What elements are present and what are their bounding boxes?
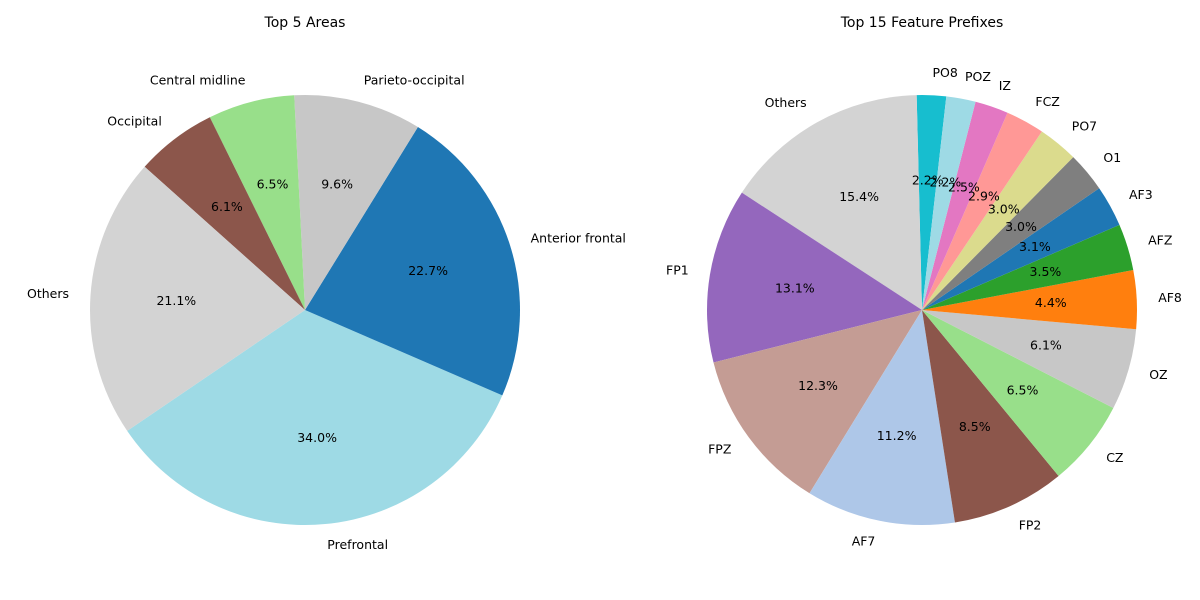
prefix-slice-af8 [922,270,1137,330]
prefix-slice-fpz [713,310,922,494]
areas-slice-label-parieto-occipital: Parieto-occipital [364,72,465,87]
prefix-slice-label-fpz: FPZ [708,442,731,457]
areas-slice-percent-others: 21.1% [156,293,196,308]
prefix-slice-label-cz: CZ [1106,450,1123,465]
prefix-slice-afz [922,224,1134,310]
prefix-slice-percent-iz: 2.5% [948,180,980,195]
prefix-slice-percent-af8: 4.4% [1035,295,1067,310]
prefix-slice-label-af3: AF3 [1129,187,1153,202]
prefix-slice-percent-afz: 3.5% [1030,264,1062,279]
prefix-slice-percent-po8: 2.2% [912,173,944,188]
areas-slice-percent-anterior-frontal: 22.7% [408,263,448,278]
prefix-slice-percent-af7: 11.2% [877,428,917,443]
prefix-slice-label-iz: IZ [999,78,1011,93]
prefix-slice-percent-others: 15.4% [839,189,879,204]
prefix-slice-po8 [916,95,947,311]
prefix-slice-percent-fpz: 12.3% [798,378,838,393]
feature-prefixes-pie-chart: Top 15 Feature Prefixes PO8 2.2% Others 15.… [666,15,1182,548]
prefix-slice-po7 [922,131,1074,310]
prefix-slice-label-fp2: FP2 [1019,517,1042,532]
prefix-slice-poz [922,96,976,310]
prefix-slice-label-po7: PO7 [1072,119,1097,134]
prefix-slice-label-af7: AF7 [852,533,876,548]
areas-slice-parieto-occipital [294,94,418,310]
prefix-slice-fp2 [922,310,1059,523]
prefix-slice-percent-fp1: 13.1% [775,280,815,295]
prefix-slice-oz [922,310,1137,409]
areas-slice-percent-prefrontal: 34.0% [297,430,337,445]
areas-slice-label-prefrontal: Prefrontal [327,537,388,552]
prefix-slice-others [741,95,922,310]
areas-slice-label-anterior-frontal: Anterior frontal [531,231,626,246]
prefix-slice-cz [922,310,1114,477]
prefix-slice-fp1 [707,192,922,363]
prefix-slice-af3 [922,188,1120,310]
areas-pie-title: Top 5 Areas [264,15,346,31]
prefix-slice-percent-po7: 3.0% [988,202,1020,217]
areas-slice-anterior-frontal [305,127,521,396]
prefix-slice-iz [922,101,1008,310]
areas-slice-others [90,166,305,431]
prefix-slice-label-af8: AF8 [1158,290,1182,305]
feature-prefixes-pie-title: Top 15 Feature Prefixes [840,15,1004,31]
areas-pie-chart: Top 5 Areas Prefrontal 34.0% Anterior fron… [27,15,626,552]
prefix-slice-fcz [922,112,1042,311]
prefix-slice-label-po8: PO8 [933,65,958,80]
prefix-slice-percent-oz: 6.1% [1030,337,1062,352]
areas-slice-occipital [144,117,305,310]
areas-slice-percent-central-midline: 6.5% [257,177,289,192]
prefix-slice-label-afz: AFZ [1148,232,1172,247]
areas-slice-percent-parieto-occipital: 9.6% [321,177,353,192]
areas-slice-central-midline [209,95,305,311]
prefix-slice-percent-fcz: 2.9% [968,188,1000,203]
prefix-slice-percent-fp2: 8.5% [959,419,991,434]
prefix-slice-label-o1: O1 [1103,150,1121,165]
prefix-slice-percent-poz: 2.2% [930,175,962,190]
areas-slice-label-central-midline: Central midline [150,73,246,88]
prefix-slice-label-poz: POZ [965,69,991,84]
prefix-slice-o1 [922,157,1100,310]
areas-slice-label-occipital: Occipital [107,113,162,128]
prefix-slice-label-fp1: FP1 [666,263,689,278]
prefix-slice-label-fcz: FCZ [1035,94,1059,109]
prefix-slice-percent-cz: 6.5% [1007,382,1039,397]
prefix-slice-percent-af3: 3.1% [1019,239,1051,254]
prefix-slice-percent-o1: 3.0% [1005,219,1037,234]
areas-slice-label-others: Others [27,286,69,301]
areas-slice-prefrontal [127,310,503,526]
prefix-slice-af7 [809,310,955,525]
prefix-slice-label-others: Others [765,95,807,110]
areas-slice-percent-occipital: 6.1% [211,199,243,214]
prefix-slice-label-oz: OZ [1149,367,1167,382]
